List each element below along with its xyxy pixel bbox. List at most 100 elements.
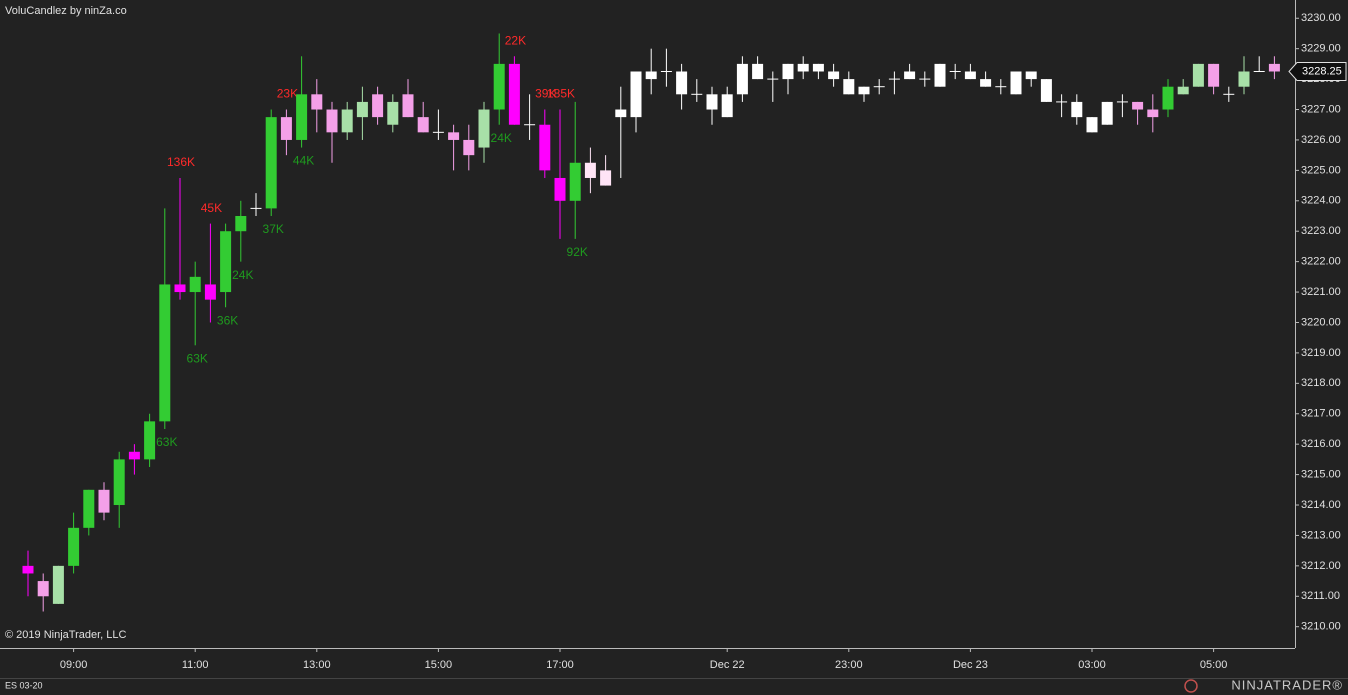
candle-body — [584, 162, 596, 178]
y-tick-label: 3220.00 — [1301, 316, 1341, 328]
y-tick-label: 3216.00 — [1301, 438, 1341, 450]
candle-body — [1192, 63, 1204, 87]
volume-label: 185K — [547, 87, 575, 101]
candle-body — [356, 101, 368, 118]
y-tick-label: 3210.00 — [1301, 621, 1341, 633]
candle-body — [904, 71, 916, 80]
y-tick-label: 3224.00 — [1301, 195, 1341, 207]
y-tick-label: 3227.00 — [1301, 103, 1341, 115]
y-tick-label: 3230.00 — [1301, 12, 1341, 24]
candle-body — [676, 71, 688, 95]
candle-body — [721, 94, 733, 118]
candle-body — [174, 284, 186, 293]
candle-body — [980, 79, 992, 87]
candle-body — [569, 162, 581, 201]
candle-body — [372, 94, 384, 118]
candle-body — [22, 565, 34, 574]
candle-body — [493, 63, 505, 110]
candle-body — [402, 94, 414, 118]
candle-body — [1147, 109, 1159, 118]
candle-body — [1071, 101, 1083, 118]
volume-label: 92K — [567, 245, 588, 259]
candle-body — [539, 124, 551, 171]
candle-body — [706, 94, 718, 110]
x-tick-label: 09:00 — [60, 659, 88, 671]
candle-body — [554, 177, 566, 201]
candle-body — [600, 170, 612, 186]
candle-body — [1040, 79, 1052, 102]
x-tick-label: Dec 22 — [710, 659, 745, 671]
candle-body — [113, 459, 125, 506]
candle-body — [463, 139, 475, 156]
y-tick-label: 3213.00 — [1301, 529, 1341, 541]
candle-body — [448, 132, 460, 140]
candle-body — [1086, 117, 1098, 133]
x-tick-label: 17:00 — [546, 659, 574, 671]
y-tick-label: 3225.00 — [1301, 164, 1341, 176]
candle-body — [341, 109, 353, 133]
y-tick-label: 3212.00 — [1301, 560, 1341, 572]
y-tick-label: 3221.00 — [1301, 286, 1341, 298]
x-tick-label: Dec 23 — [953, 659, 988, 671]
y-tick-label: 3211.00 — [1301, 590, 1340, 602]
y-tick-label: 3219.00 — [1301, 347, 1341, 359]
candle-body — [68, 527, 80, 566]
candle-body — [782, 63, 794, 80]
x-tick-label: 23:00 — [835, 659, 863, 671]
last-price-marker — [1288, 61, 1347, 81]
candle-body — [128, 451, 140, 460]
x-tick-label: 05:00 — [1200, 659, 1228, 671]
y-tick-label: 3229.00 — [1301, 43, 1341, 55]
candle-body — [478, 109, 490, 148]
candle-body — [326, 109, 338, 133]
candle-body — [630, 71, 642, 118]
volume-label: 45K — [201, 201, 222, 215]
x-tick-label: 13:00 — [303, 659, 331, 671]
candle-body — [615, 109, 627, 118]
candle-body — [858, 86, 870, 95]
volume-label: 44K — [293, 154, 314, 168]
candle-body — [52, 565, 64, 604]
candle-body — [235, 216, 247, 232]
y-tick-label: 3218.00 — [1301, 377, 1341, 389]
candle-body — [964, 71, 976, 80]
candle-body — [296, 94, 308, 140]
candle-body — [1010, 71, 1022, 95]
x-tick-label: 11:00 — [182, 659, 209, 671]
candle-body — [1025, 71, 1037, 80]
chart-title: VoluCandlez by ninZa.co — [5, 5, 127, 17]
candle-body — [204, 284, 216, 300]
volume-label: 37K — [263, 222, 284, 236]
y-tick-label: 3214.00 — [1301, 499, 1341, 511]
volume-label: 22K — [505, 33, 526, 47]
x-tick-label: 03:00 — [1078, 659, 1106, 671]
candle-body — [797, 63, 809, 72]
y-tick-label: 3222.00 — [1301, 256, 1341, 268]
volume-label: 24K — [232, 268, 253, 282]
volume-label: 39K — [535, 87, 556, 101]
candle-body — [645, 71, 657, 80]
instrument: ES 03-20 — [5, 680, 43, 690]
volume-label: 36K — [217, 313, 238, 327]
volume-label: 24K — [491, 131, 512, 145]
y-tick-label: 3226.00 — [1301, 134, 1341, 146]
candle-body — [508, 63, 520, 125]
candle-body — [280, 117, 292, 140]
candle-body — [311, 94, 323, 110]
brand-icon — [1184, 679, 1198, 693]
brand: NINJATRADER® — [1231, 677, 1343, 692]
candle-body — [144, 421, 156, 460]
candle-body — [1132, 101, 1144, 110]
copyright: © 2019 NinjaTrader, LLC — [5, 629, 126, 641]
candle-body — [934, 63, 946, 87]
volume-label: 23K — [277, 87, 298, 101]
candle-body — [1268, 63, 1280, 72]
candle-body — [220, 231, 232, 293]
candle-body — [1177, 86, 1189, 95]
candle-body — [828, 71, 840, 80]
candle-body — [736, 63, 748, 95]
y-tick-label: 3223.00 — [1301, 225, 1341, 237]
candle-body — [83, 489, 95, 528]
y-tick-label: 3215.00 — [1301, 468, 1341, 480]
